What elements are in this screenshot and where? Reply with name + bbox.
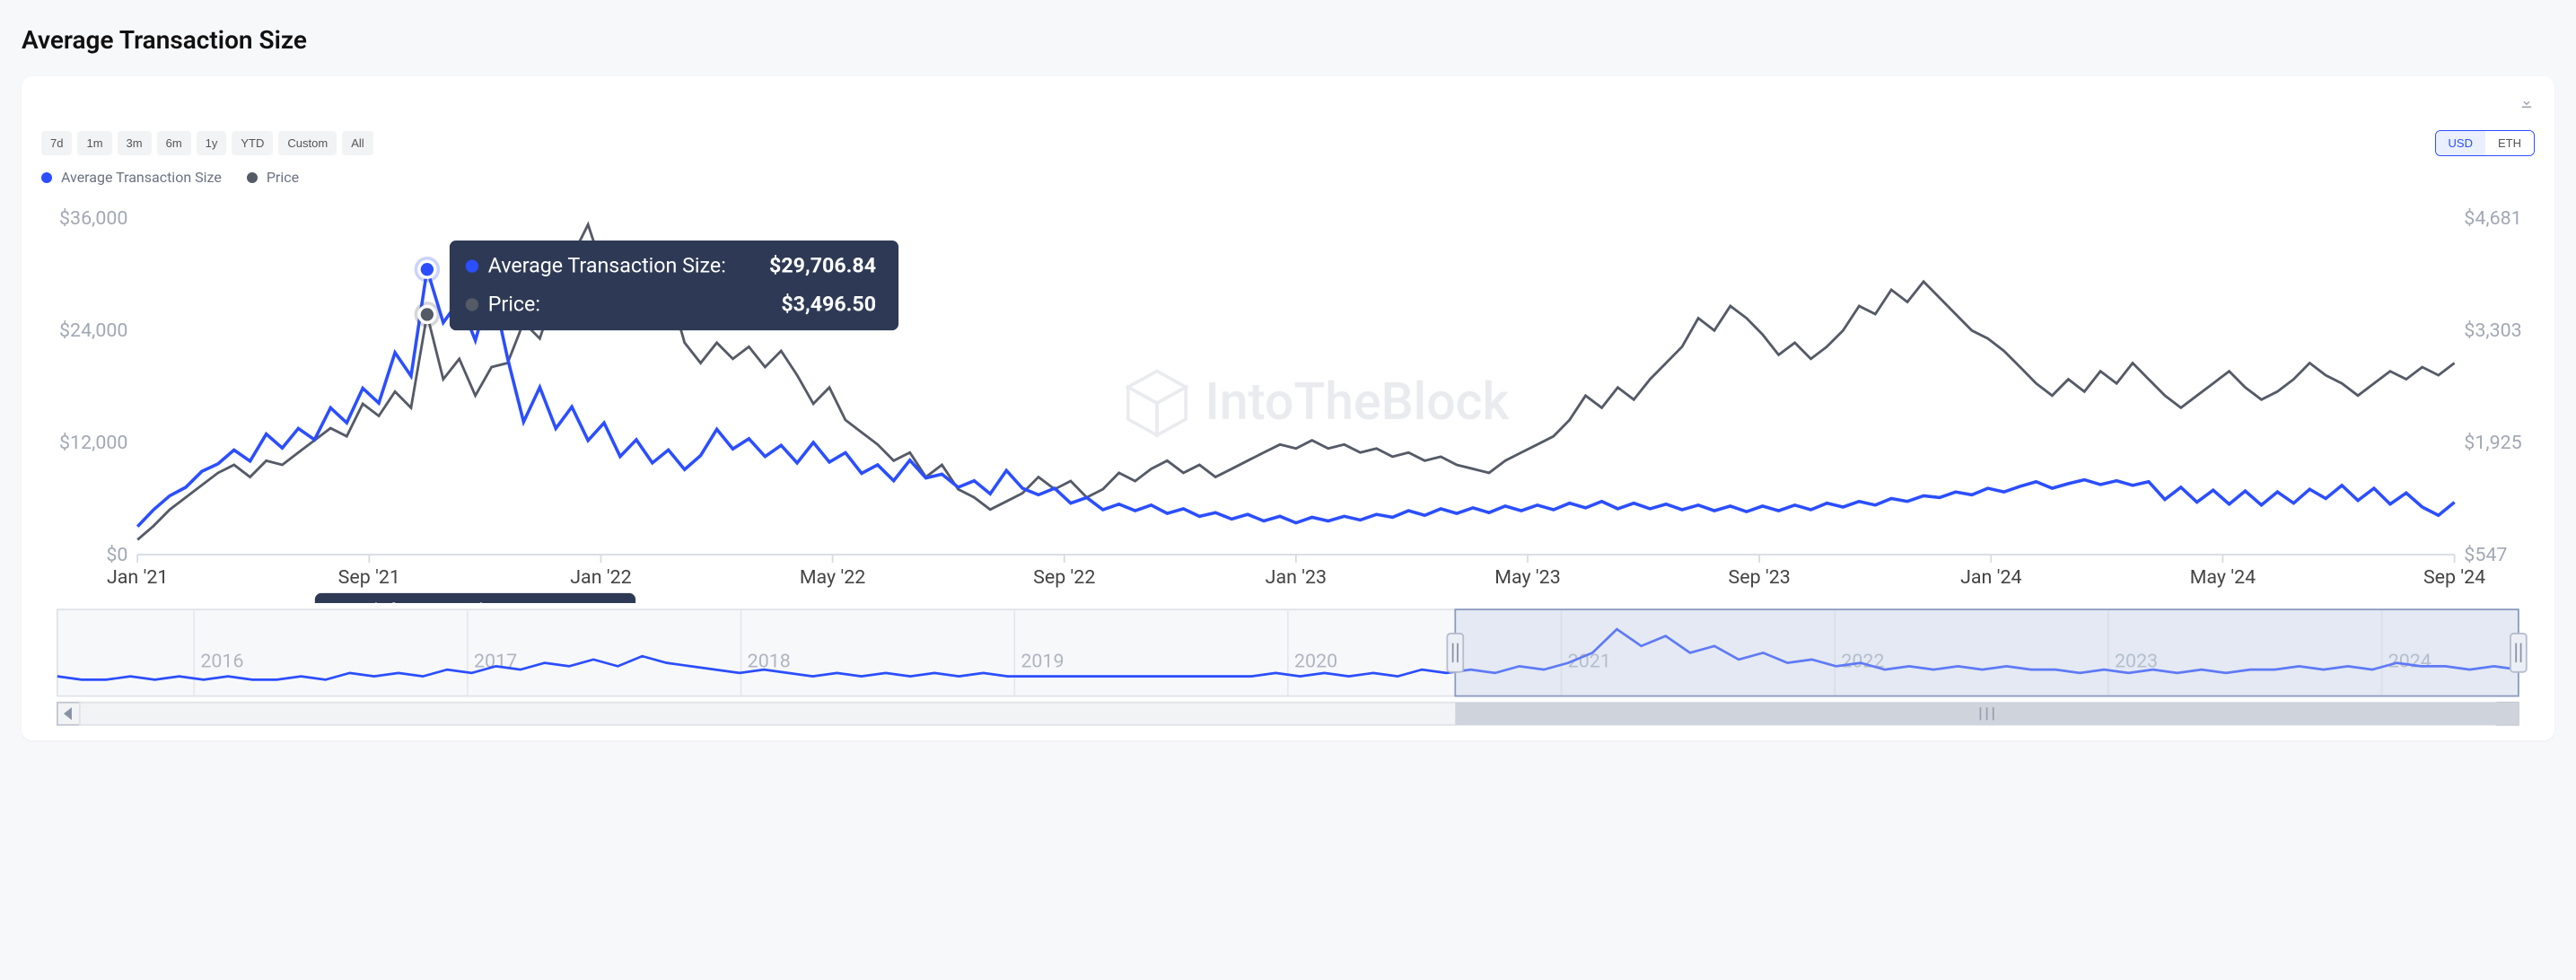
range-7d[interactable]: 7d xyxy=(41,131,72,155)
tooltip-value: $3,496.50 xyxy=(781,292,876,317)
tooltip-label: Price: xyxy=(488,292,540,317)
main-chart[interactable]: $0 $12,000 $24,000 $36,000 $547 $1,925 $3,303 $… xyxy=(41,202,2535,603)
x-tick: Sep '22 xyxy=(1033,566,1095,589)
x-tick: Jan '21 xyxy=(107,566,168,589)
y-right-tick: $1,925 xyxy=(2464,432,2521,454)
page-title: Average Transaction Size xyxy=(22,25,2554,55)
navigator[interactable]: 201620172018201920202021202220232024 xyxy=(41,603,2535,731)
range-custom[interactable]: Custom xyxy=(278,131,337,155)
x-tick: Jan '22 xyxy=(570,566,631,589)
svg-text:IntoTheBlock: IntoTheBlock xyxy=(1205,372,1511,432)
tooltip-value: $29,706.84 xyxy=(769,253,876,278)
x-tick: May '23 xyxy=(1494,566,1560,589)
y-right-tick: $547 xyxy=(2464,544,2507,566)
x-tick: May '24 xyxy=(2190,566,2256,589)
unit-eth[interactable]: ETH xyxy=(2485,131,2534,155)
legend-dot xyxy=(41,172,52,183)
range-6m[interactable]: 6m xyxy=(157,131,191,155)
nav-handle[interactable] xyxy=(2510,634,2527,672)
unit-usd[interactable]: USD xyxy=(2436,131,2485,155)
y-left-tick: $12,000 xyxy=(59,432,127,454)
legend-dot xyxy=(247,172,258,183)
nav-year: 2016 xyxy=(200,650,243,672)
range-3m[interactable]: 3m xyxy=(118,131,152,155)
x-tick: May '22 xyxy=(800,566,865,589)
legend: Average Transaction Size Price xyxy=(41,169,2535,186)
y-left-tick: $0 xyxy=(106,544,127,566)
legend-label: Average Transaction Size xyxy=(61,169,222,186)
unit-toggle: USDETH xyxy=(2435,130,2535,156)
x-tick: Jan '24 xyxy=(1960,566,2021,589)
y-right-tick: $4,681 xyxy=(2464,207,2521,230)
hover-point-ats xyxy=(419,261,435,277)
legend-item[interactable]: Average Transaction Size xyxy=(41,169,222,186)
nav-selection[interactable] xyxy=(1455,609,2519,696)
range-group: 7d1m 3m6m1yYTDCustomAll xyxy=(41,131,373,155)
range-1m[interactable]: 1m xyxy=(77,131,111,155)
nav-year: 2020 xyxy=(1294,650,1337,672)
watermark: IntoTheBlock xyxy=(1128,371,1511,434)
y-left-tick: $24,000 xyxy=(59,319,127,342)
x-tick: Jan '23 xyxy=(1266,566,1327,589)
tooltip-label: Average Transaction Size: xyxy=(488,253,726,278)
x-tick: Sep '23 xyxy=(1729,566,1791,589)
x-tick: Sep '21 xyxy=(338,566,400,589)
range-ytd[interactable]: YTD xyxy=(232,131,273,155)
range-all[interactable]: All xyxy=(342,131,372,155)
legend-label: Price xyxy=(267,169,299,186)
y-left-tick: $36,000 xyxy=(59,207,127,230)
hover-point-price xyxy=(419,306,435,322)
svg-text:Week from Monday, May 3, 2021: Week from Monday, May 3, 2021 xyxy=(337,600,614,603)
x-tick: Sep '24 xyxy=(2423,566,2485,589)
range-1y[interactable]: 1y xyxy=(197,131,227,155)
nav-year: 2019 xyxy=(1021,650,1064,672)
y-right-tick: $3,303 xyxy=(2464,319,2521,342)
download-icon[interactable] xyxy=(2519,94,2535,110)
nav-handle[interactable] xyxy=(1447,634,1463,672)
chart-card: 7d1m 3m6m1yYTDCustomAll USDETH Average Tr… xyxy=(22,76,2554,740)
legend-item[interactable]: Price xyxy=(247,169,299,186)
